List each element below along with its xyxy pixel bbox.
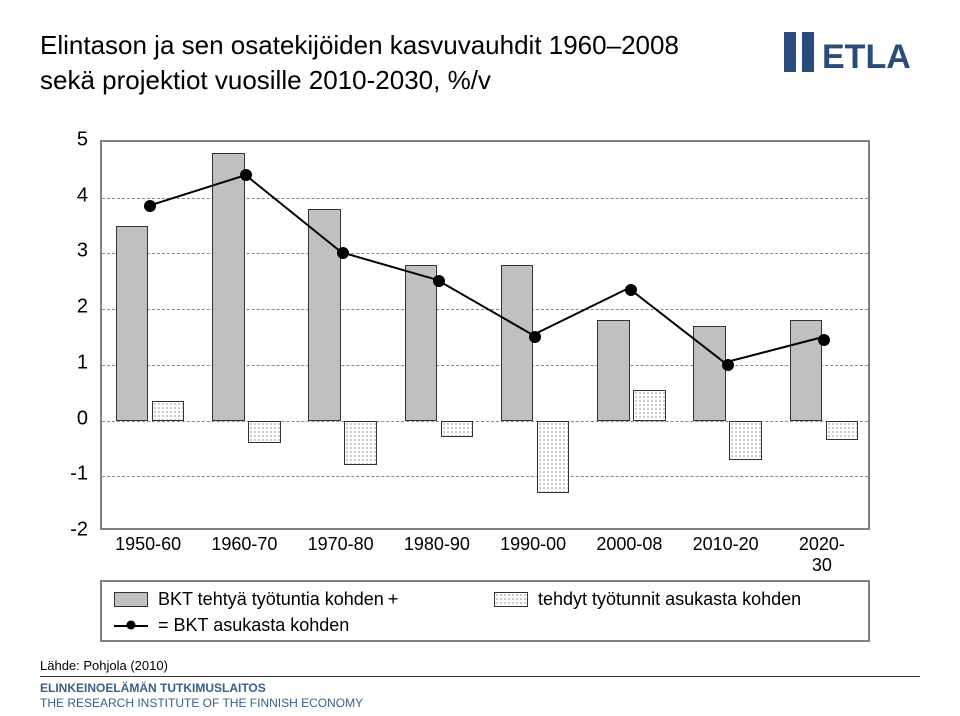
line-marker bbox=[337, 247, 349, 259]
legend-swatch-solid bbox=[114, 592, 148, 607]
y-axis-labels: 543210-1-2 bbox=[60, 140, 94, 560]
line-marker bbox=[433, 275, 445, 287]
bar-dotted bbox=[344, 421, 377, 466]
legend-plus: + bbox=[388, 589, 399, 610]
legend: BKT tehtyä työtuntia kohden + tehdyt työ… bbox=[100, 580, 870, 642]
bar-dotted bbox=[537, 421, 570, 493]
x-tick-label: 1960-70 bbox=[211, 534, 277, 555]
grid-line bbox=[102, 476, 868, 477]
x-axis-labels: 1950-60 1960-70 1970-80 1980-90 1990-00 2000-… bbox=[100, 534, 870, 560]
footer-org-en: THE RESEARCH INSTITUTE OF THE FINNISH EC… bbox=[40, 696, 363, 710]
y-tick-label: 5 bbox=[77, 129, 88, 152]
bar-dotted bbox=[441, 421, 474, 438]
x-tick-label: 1980-90 bbox=[404, 534, 470, 555]
title-line2: sekä projektiot vuosille 2010-2030, %/v bbox=[40, 63, 680, 98]
bar-dotted bbox=[152, 401, 185, 421]
footer-org-fi: ELINKEINOELÄMÄN TUTKIMUSLAITOS bbox=[40, 681, 266, 695]
source-text: Lähde: Pohjola (2010) bbox=[40, 658, 168, 673]
chart: 543210-1-2 1950-601960-701970-801980-901… bbox=[60, 140, 880, 560]
bar-solid bbox=[308, 209, 341, 421]
footer-divider bbox=[40, 676, 920, 677]
y-tick-label: 1 bbox=[77, 351, 88, 374]
etla-logo: ETLA bbox=[776, 32, 916, 88]
line-marker bbox=[722, 359, 734, 371]
bar-dotted bbox=[729, 421, 762, 460]
x-tick-label: 2010-20 bbox=[693, 534, 759, 555]
title-line1: Elintason ja sen osatekijöiden kasvuvauh… bbox=[40, 28, 680, 63]
bar-dotted bbox=[248, 421, 281, 443]
bar-dotted bbox=[826, 421, 859, 441]
bar-solid bbox=[790, 320, 823, 420]
y-tick-label: 4 bbox=[77, 184, 88, 207]
plot-area bbox=[100, 140, 870, 530]
x-tick-label: 1950-60 bbox=[115, 534, 181, 555]
y-tick-label: -1 bbox=[70, 463, 88, 486]
legend-swatch-dotted bbox=[494, 592, 528, 607]
logo-text: ETLA bbox=[822, 38, 911, 76]
x-tick-label: 1990-00 bbox=[500, 534, 566, 555]
line-marker bbox=[240, 169, 252, 181]
bar-solid bbox=[116, 226, 149, 421]
x-tick-label: 1970-80 bbox=[308, 534, 374, 555]
y-tick-label: 2 bbox=[77, 296, 88, 319]
bar-dotted bbox=[633, 390, 666, 421]
line-marker bbox=[144, 200, 156, 212]
title-block: Elintason ja sen osatekijöiden kasvuvauh… bbox=[40, 28, 680, 98]
legend-label-solid: BKT tehtyä työtuntia kohden bbox=[158, 589, 384, 610]
bar-solid bbox=[693, 326, 726, 421]
line-marker bbox=[818, 334, 830, 346]
legend-label-dotted: tehdyt työtunnit asukasta kohden bbox=[538, 589, 801, 610]
y-tick-label: 3 bbox=[77, 240, 88, 263]
bar-solid bbox=[405, 265, 438, 421]
legend-label-line: = BKT asukasta kohden bbox=[158, 615, 349, 636]
x-tick-label: 2020-30 bbox=[798, 534, 846, 576]
plot-inner bbox=[100, 140, 870, 530]
bar-solid bbox=[501, 265, 534, 421]
y-tick-label: -2 bbox=[70, 519, 88, 542]
line-marker bbox=[529, 331, 541, 343]
bar-solid bbox=[212, 153, 245, 420]
y-tick-label: 0 bbox=[77, 407, 88, 430]
line-marker bbox=[625, 284, 637, 296]
x-tick-label: 2000-08 bbox=[596, 534, 662, 555]
bar-solid bbox=[597, 320, 630, 420]
legend-swatch-line bbox=[114, 618, 148, 633]
slide: Elintason ja sen osatekijöiden kasvuvauh… bbox=[0, 0, 960, 716]
